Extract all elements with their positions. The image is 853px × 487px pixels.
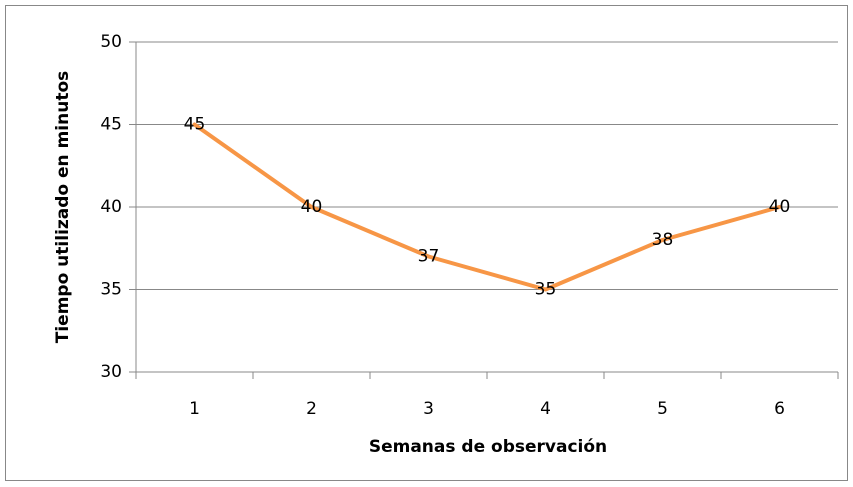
x-tick-label: 3: [423, 399, 434, 419]
y-tick-label: 30: [100, 362, 122, 382]
x-tick-label: 5: [657, 399, 668, 419]
data-label: 37: [418, 247, 440, 267]
x-tick-label: 6: [774, 399, 785, 419]
y-tick-label: 40: [100, 197, 122, 217]
line: [192, 122, 782, 292]
x-tick-label: 2: [306, 399, 317, 419]
y-tick-label: 45: [100, 115, 122, 135]
data-label: 38: [652, 230, 674, 250]
chart-border: [5, 5, 848, 481]
data-label: 35: [535, 280, 557, 300]
y-axis-label: Tiempo utilizado en minutos: [53, 71, 73, 344]
data-label: 40: [769, 197, 791, 217]
x-tick-label: 1: [189, 399, 200, 419]
data-label: 45: [184, 115, 206, 135]
x-tick-label: 4: [540, 399, 551, 419]
x-axis-label: Semanas de observación: [369, 437, 607, 457]
y-tick-label: 35: [100, 280, 122, 300]
data-label: 40: [301, 197, 323, 217]
y-tick-label: 50: [100, 32, 122, 52]
